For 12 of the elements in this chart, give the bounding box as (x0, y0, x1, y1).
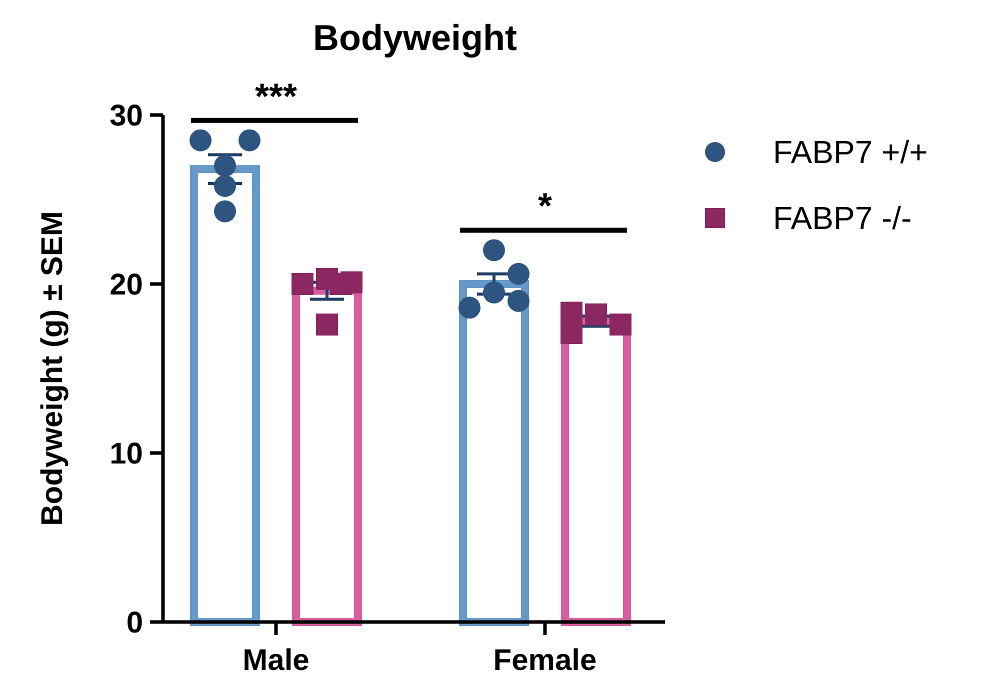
annotation: *** (254, 75, 298, 116)
legend-label: FABP7 -/- (773, 200, 912, 236)
y-tick-label: 0 (126, 606, 143, 640)
y-tick-label: 30 (110, 100, 143, 132)
legend-label: FABP7 +/+ (773, 134, 928, 170)
y-axis-title: Bodyweight (g) ± SEM (36, 211, 69, 526)
chart-title: Bodyweight (313, 17, 518, 58)
y-tick-label: 10 (110, 438, 143, 470)
annotation: * (538, 185, 552, 226)
y-tick-label: 20 (110, 268, 143, 302)
x-tick-label: Male (242, 644, 310, 677)
x-tick-label: Female (493, 644, 597, 677)
